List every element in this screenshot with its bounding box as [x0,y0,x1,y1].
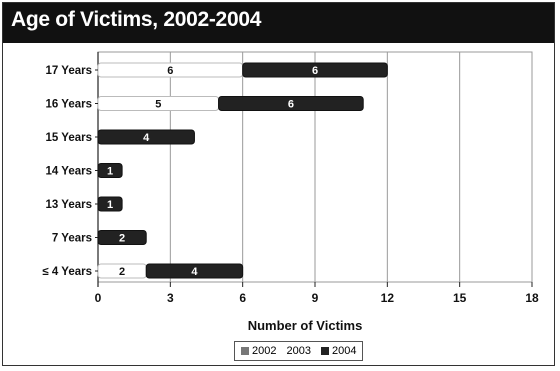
x-tick-label: 12 [381,291,395,305]
bar-value-label: 6 [288,99,294,111]
y-tick-label: 13 Years [46,199,92,211]
bar-value-label: 2 [119,233,125,245]
y-tick-label: 14 Years [46,166,92,178]
bar-value-label: 2 [119,266,125,278]
x-axis-title: Number of Victims [248,318,363,333]
bar-value-label: 1 [107,199,113,211]
legend-item-2004: 2004 [320,345,357,357]
bar-value-label: 4 [143,132,150,144]
x-tick-label: 6 [239,291,246,305]
x-tick-label: 0 [95,291,102,305]
x-tick-label: 18 [525,291,539,305]
bars: 6 6 5 6 4 1 1 2 2 4 [97,62,388,279]
x-tick-label: 3 [167,291,174,305]
bar-value-label: 5 [155,99,161,111]
bar-value-label: 6 [167,65,173,77]
x-axis-ticks: 0 3 6 9 12 15 18 [95,282,539,305]
bar-2004 [242,62,388,78]
legend-item-2002: 2002 [241,345,276,357]
bar-value-label: 6 [312,65,318,77]
legend-label-2002: 2002 [252,345,277,357]
legend-swatch-2004 [320,347,329,355]
legend-swatch-2002 [241,347,249,355]
y-axis-labels: 17 Years 16 Years 15 Years 14 Years 13 Years… [42,65,98,278]
x-tick-label: 9 [312,291,319,305]
bar-2004 [218,96,364,111]
y-tick-label: 15 Years [46,132,92,144]
y-tick-label: 16 Years [46,99,92,111]
bar-value-label: 1 [107,166,113,178]
chart-title: Age of Victims, 2002-2004 [11,8,262,31]
x-tick-label: 15 [453,291,467,305]
y-tick-label: 17 Years [46,65,92,77]
title-bar: Age of Victims, 2002-2004 [3,3,554,43]
grid-lines [97,51,533,287]
y-tick-label: 7 Years [52,233,92,245]
bar-2004 [145,263,244,279]
legend-item-2003: 2003 [286,345,310,357]
legend: 2002 2003 2004 [234,341,364,361]
legend-label-2004: 2004 [331,345,357,357]
bar-value-label: 4 [191,266,198,278]
legend-label-2003: 2003 [286,345,311,357]
y-tick-label: ≤ 4 Years [42,266,92,278]
